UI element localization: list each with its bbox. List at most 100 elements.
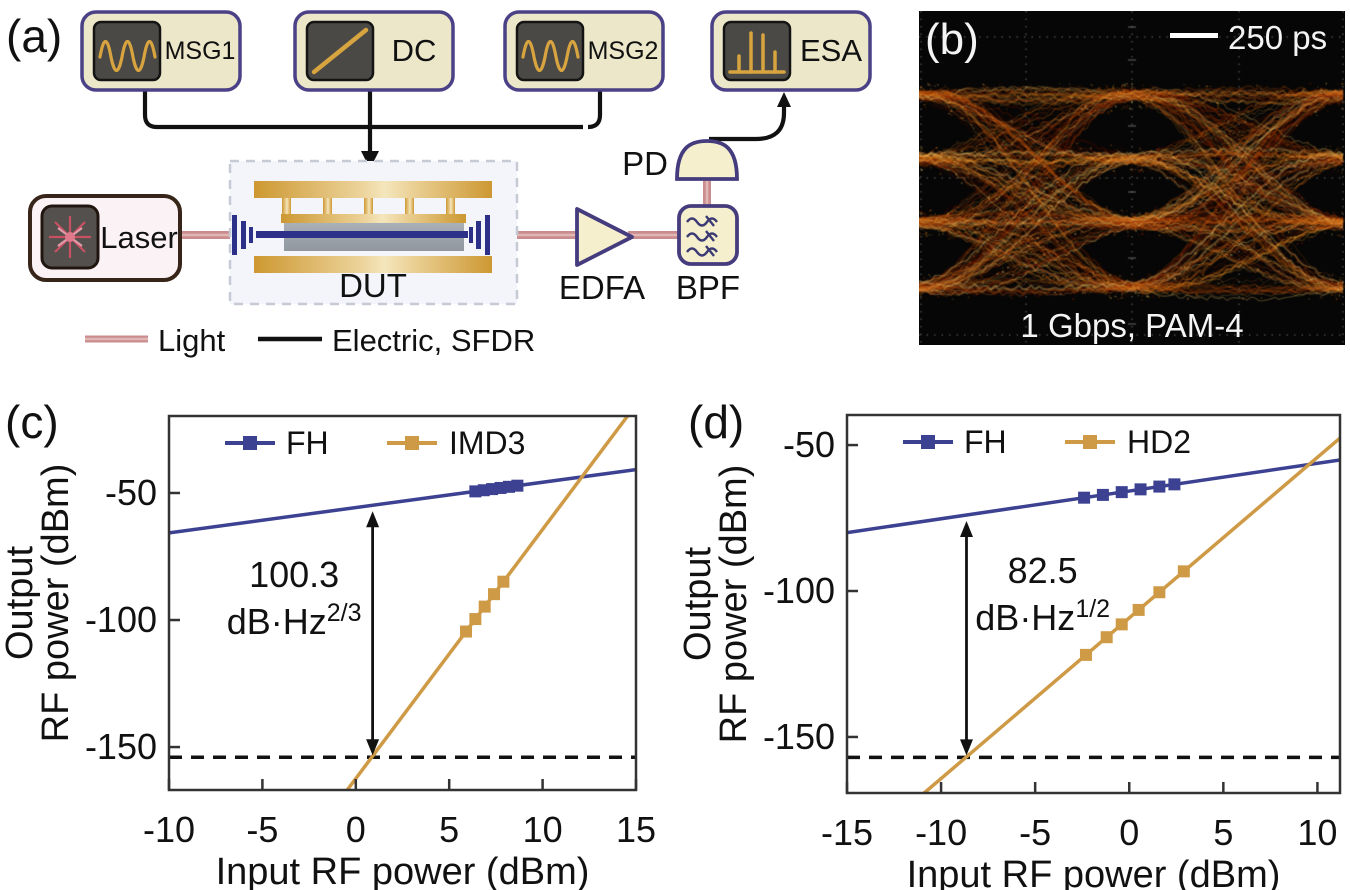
data-marker-imd3 <box>460 625 473 638</box>
filter-icon <box>686 215 718 257</box>
scale-bar-label: 250 ps <box>1228 19 1328 56</box>
data-marker-hd2 <box>1153 586 1166 599</box>
sfdr-arrowhead-bottom <box>366 739 380 756</box>
edfa-label: EDFA <box>559 269 645 306</box>
dut-label: DUT <box>339 267 407 304</box>
legend-label-fh: FH <box>964 424 1007 460</box>
setup-diagram: (a) MSG1 DC MSG2 <box>6 10 872 358</box>
legend-marker <box>243 436 257 450</box>
sfdr-value: 100.3 <box>249 554 339 595</box>
data-marker-fh <box>1153 480 1166 493</box>
spectrum-icon <box>728 31 786 74</box>
instrument-msg2: MSG2 <box>503 10 665 92</box>
pd-label: PD <box>622 145 668 182</box>
x-tick-label: -5 <box>246 809 278 850</box>
x-axis-label: Input RF power (dBm) <box>907 854 1281 890</box>
legend-marker <box>921 435 935 449</box>
laser-label: Laser <box>100 220 178 255</box>
y-tick-label: -150 <box>763 716 835 757</box>
x-tick-label: 10 <box>1297 812 1337 853</box>
series-line-hd2 <box>923 436 1340 793</box>
chart-panel-c: (c)100.3dB·Hz2/3-10 -5 0 5 10 15-50-100-150In… <box>0 396 656 890</box>
plot-frame <box>167 414 638 792</box>
y-tick-label: -100 <box>85 599 157 640</box>
ramp-icon <box>311 27 369 75</box>
data-marker-fh <box>1096 488 1109 501</box>
instrument-label: MSG1 <box>165 37 236 65</box>
series-line-fh <box>847 458 1340 535</box>
electric-wires <box>142 91 787 153</box>
sfdr-arrowhead-top <box>959 521 973 538</box>
arrow-into-dut <box>361 151 379 169</box>
x-tick-label: 0 <box>1119 812 1139 853</box>
data-marker-fh <box>1134 483 1147 496</box>
x-tick-label: -10 <box>915 812 967 853</box>
eye-diagram-canvas <box>919 11 1345 345</box>
legend-label-imd3: IMD3 <box>449 425 525 461</box>
laser: Laser <box>28 194 182 282</box>
sfdr-unit: dB·Hz1/2 <box>975 595 1110 638</box>
data-marker-fh <box>511 479 524 492</box>
series-line-fh <box>169 467 636 535</box>
bpf: BPF <box>676 204 740 306</box>
data-marker-hd2 <box>1132 603 1145 616</box>
instrument-label: MSG2 <box>588 37 659 65</box>
panel-b-letter: (b) <box>925 15 979 64</box>
electric-legend-label: Electric, SFDR <box>332 323 535 358</box>
y-axis-label-line1: Output <box>677 547 719 662</box>
light-legend-label: Light <box>158 323 226 358</box>
instrument-msg1: MSG1 <box>80 10 242 92</box>
data-marker-imd3 <box>497 575 510 588</box>
x-tick-label: 15 <box>616 809 656 850</box>
legend-marker <box>1083 435 1097 449</box>
data-marker-hd2 <box>1079 648 1092 661</box>
pd: PD <box>622 139 739 182</box>
x-tick-label: -10 <box>143 809 195 850</box>
sine-icon <box>521 39 580 73</box>
y-axis-label-line2: RF power (dBm) <box>35 464 77 743</box>
data-marker-imd3 <box>488 588 501 601</box>
data-marker-imd3 <box>469 613 482 626</box>
eye-diagram-caption: 1 Gbps, PAM-4 <box>1020 307 1244 344</box>
data-marker-hd2 <box>1177 565 1190 578</box>
sfdr-unit: dB·Hz2/3 <box>227 599 362 642</box>
instrument-esa: ESA <box>710 10 872 92</box>
sfdr-arrowhead-bottom <box>959 739 973 756</box>
eye-diagram-panel: (b) 250 ps 1 Gbps, PAM-4 <box>919 11 1345 345</box>
data-marker-imd3 <box>478 600 491 613</box>
y-tick-label: -50 <box>783 424 835 465</box>
data-marker-fh <box>1115 486 1128 499</box>
x-tick-label: 5 <box>1213 812 1233 853</box>
dut-bottom-electrode <box>254 256 492 273</box>
dut-top-electrode <box>254 181 492 198</box>
y-tick-label: -150 <box>85 726 157 767</box>
sfdr-arrowhead-top <box>366 511 380 528</box>
dut-waveguide <box>256 231 468 238</box>
laser-dot <box>65 232 75 242</box>
pd-esa-wire <box>709 105 787 142</box>
data-marker-fh <box>1078 491 1091 504</box>
x-tick-label: 0 <box>346 809 366 850</box>
y-tick-label: -100 <box>763 570 835 611</box>
chart-panel-d: (d)82.5dB·Hz1/2-15 -10 -5 0 5 10-50-100-150In… <box>677 396 1342 890</box>
dut-electrode-fingers <box>281 198 466 223</box>
panel-letter: (d) <box>688 396 744 448</box>
data-marker-hd2 <box>1100 631 1113 644</box>
msg1-wire <box>142 91 583 130</box>
sfdr-value: 82.5 <box>1008 550 1078 591</box>
diagram-legend: Light Electric, SFDR <box>85 323 535 358</box>
instrument-label: DC <box>392 33 437 68</box>
legend-label-hd2: HD2 <box>1127 424 1191 460</box>
bpf-label: BPF <box>676 269 740 306</box>
msg2-wire <box>587 91 603 130</box>
sine-icon <box>98 39 157 73</box>
arrow-into-esa <box>777 92 791 107</box>
instrument-label: ESA <box>800 33 862 68</box>
plot-frame <box>845 413 1342 795</box>
y-tick-label: -50 <box>105 472 157 513</box>
edfa: EDFA <box>559 207 645 306</box>
panel-a-letter: (a) <box>6 10 62 62</box>
y-axis-label-line2: RF power (dBm) <box>713 465 755 744</box>
